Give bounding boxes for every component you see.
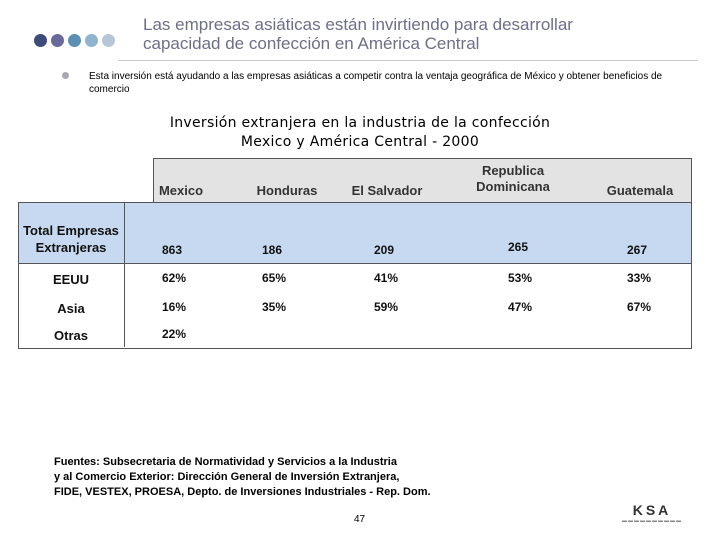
sources-note: Fuentes: Subsecretaria de Normatividad y… (54, 455, 431, 500)
row-header: Total Empresas Extranjeras (23, 223, 119, 255)
table-title-line-2: Mexico y América Central - 2000 (240, 134, 480, 150)
dot-2 (51, 34, 64, 47)
table-cell: 209 (374, 243, 395, 257)
dot-1 (34, 34, 47, 47)
title-divider (118, 60, 698, 61)
dot-5 (102, 34, 115, 47)
table-cell: 47% (508, 300, 533, 314)
sources-line-1: Fuentes: Subsecretaria de Normatividad y… (54, 456, 397, 468)
dot-3 (68, 34, 81, 47)
table-total-band (18, 202, 692, 264)
row-header: Asia (57, 301, 85, 316)
column-header: Honduras (256, 183, 318, 198)
row-header: EEUU (52, 272, 90, 287)
table-title: Inversión extranjera en la industria de … (0, 114, 720, 152)
table-cell: 35% (262, 300, 287, 314)
table-title-line-1: Inversión extranjera en la industria de … (169, 115, 551, 131)
bullet-icon (62, 72, 69, 79)
slide-title: Las empresas asiáticas están invirtiendo… (143, 15, 703, 53)
table-cell: 53% (508, 271, 533, 285)
table-cell: 33% (627, 271, 652, 285)
table-cell: 22% (162, 327, 187, 341)
logo-text: KSA (632, 502, 672, 518)
header-dots (34, 34, 115, 47)
logo-tagline-mark: ▬▬▬▬▬▬▬▬▬▬ (622, 518, 682, 524)
column-header: El Salvador (351, 183, 423, 198)
table-cell: 265 (508, 240, 529, 254)
table-cell: 16% (162, 300, 187, 314)
dot-4 (85, 34, 98, 47)
ksa-logo: KSA ▬▬▬▬▬▬▬▬▬▬ (622, 502, 682, 524)
table-cell: 41% (374, 271, 399, 285)
table-cell: 65% (262, 271, 287, 285)
table-cell: 62% (162, 271, 187, 285)
page-number: 47 (354, 514, 366, 525)
sources-line-2: y al Comercio Exterior: Dirección Genera… (54, 471, 400, 483)
sources-line-3: FIDE, VESTEX, PROESA, Depto. de Inversio… (54, 486, 431, 498)
column-header: Guatemala (606, 183, 674, 198)
bullet-text: Esta inversión está ayudando a las empre… (89, 71, 663, 95)
table-header-box (153, 158, 692, 204)
table-cell: 186 (262, 243, 283, 257)
column-header: Republica Dominicana (476, 163, 550, 194)
slide-title-line-2: capacidad de confección en América Centr… (143, 34, 480, 53)
table-cell: 59% (374, 300, 399, 314)
table-divider-vertical (124, 202, 125, 347)
table-divider-horizontal (18, 263, 691, 264)
table-cell: 267 (627, 243, 648, 257)
slide-title-line-1: Las empresas asiáticas están invirtiendo… (143, 15, 573, 34)
table-cell: 863 (162, 243, 183, 257)
row-header: Otras (54, 328, 88, 343)
column-header: Mexico (158, 183, 204, 198)
table-cell: 67% (627, 300, 652, 314)
